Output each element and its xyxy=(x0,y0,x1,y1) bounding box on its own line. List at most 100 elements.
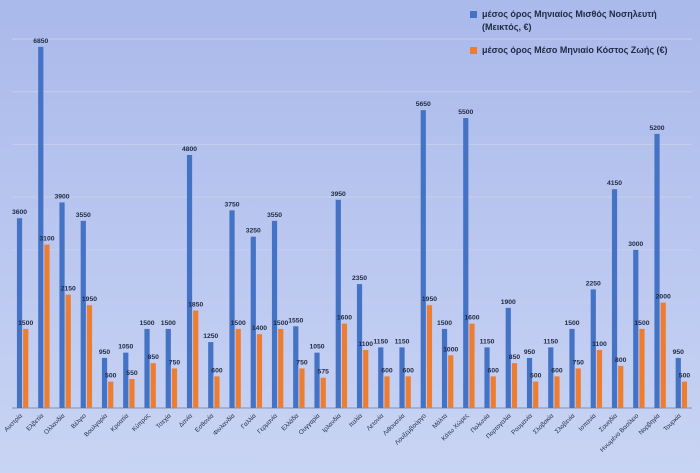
data-label: 950 xyxy=(99,349,111,356)
data-label: 5500 xyxy=(458,109,473,116)
data-label: 3550 xyxy=(267,212,282,219)
x-tick-label: Κροατία xyxy=(109,412,131,434)
bar-salary xyxy=(590,289,596,408)
data-label: 3600 xyxy=(12,209,27,216)
bar-salary xyxy=(654,133,660,408)
data-label: 750 xyxy=(296,359,308,366)
bar-cost xyxy=(681,381,688,408)
x-tick-label: Γερμανία xyxy=(255,412,279,436)
bar-cost xyxy=(171,368,178,408)
data-label: 1150 xyxy=(373,338,388,345)
data-label: 4800 xyxy=(182,146,197,153)
data-label: 1850 xyxy=(188,301,203,308)
data-label: 2000 xyxy=(656,294,671,301)
data-label: 1500 xyxy=(18,320,33,327)
data-label: 500 xyxy=(530,373,542,380)
bar-salary xyxy=(505,307,511,408)
x-tick-label: Τσεχία xyxy=(154,412,173,431)
bar-cost xyxy=(65,294,71,408)
bar-salary xyxy=(399,347,405,408)
x-tick-label: Ουγγαρία xyxy=(297,412,322,437)
data-label: 600 xyxy=(403,367,415,374)
bar-salary xyxy=(101,357,108,408)
bar-cost xyxy=(533,381,539,408)
legend-item-salary: μέσος όρος Μηνιαίος Μισθός Νοσηλευτή (Με… xyxy=(470,8,696,34)
bar-salary xyxy=(463,118,469,409)
data-label: 1100 xyxy=(358,341,373,348)
bar-salary xyxy=(293,326,299,408)
bar-salary xyxy=(208,342,214,408)
data-label: 1600 xyxy=(337,315,352,322)
data-label: 5200 xyxy=(649,125,664,132)
data-label: 2250 xyxy=(586,280,601,287)
data-label: 950 xyxy=(673,349,685,356)
x-tick-label: Τουρκία xyxy=(662,412,683,433)
data-label: 1050 xyxy=(118,344,133,351)
bar-salary xyxy=(569,328,575,408)
bar-salary xyxy=(186,154,193,408)
bar-cost xyxy=(320,377,326,408)
x-tick-label: Δανία xyxy=(177,412,194,429)
x-tick-label: Αυστρία xyxy=(2,412,24,434)
bar-cost xyxy=(341,323,348,408)
data-label: 3000 xyxy=(628,241,643,248)
bar-cost xyxy=(490,376,496,408)
data-label: 1000 xyxy=(443,346,458,353)
bar-salary xyxy=(38,46,44,409)
bar-cost xyxy=(384,376,390,408)
x-tick-label: Μάλτα xyxy=(431,412,450,431)
data-label: 3550 xyxy=(76,212,91,219)
x-tick-label: Βουλγαρία xyxy=(82,412,109,439)
bar-cost xyxy=(150,363,156,408)
data-label: 1400 xyxy=(252,325,267,332)
x-tick-label: Ελλάδα xyxy=(280,412,301,433)
data-label: 1250 xyxy=(203,333,218,340)
x-tick-label: Ισπανία xyxy=(577,412,598,433)
bar-cost xyxy=(596,350,603,408)
bar-cost xyxy=(469,323,475,408)
bar-cost xyxy=(448,355,454,408)
data-label: 1150 xyxy=(480,338,495,345)
data-label: 1050 xyxy=(309,344,324,351)
data-label: 3250 xyxy=(246,228,261,235)
data-label: 1500 xyxy=(634,320,649,327)
bar-salary xyxy=(229,210,235,408)
data-label: 1900 xyxy=(501,299,516,306)
data-label: 3100 xyxy=(39,236,54,243)
bar-salary xyxy=(356,284,363,408)
legend: μέσος όρος Μηνιαίος Μισθός Νοσηλευτή (Με… xyxy=(470,8,696,67)
bar-cost xyxy=(363,350,369,408)
bar-cost xyxy=(256,334,263,408)
data-label: 5650 xyxy=(416,101,431,108)
bar-cost xyxy=(618,365,624,408)
x-tick-label: Ιταλία xyxy=(347,412,364,429)
data-label: 575 xyxy=(318,369,330,376)
data-label: 6850 xyxy=(33,38,48,45)
bar-cost xyxy=(129,379,135,408)
bar-salary xyxy=(441,328,448,408)
data-label: 2350 xyxy=(352,275,367,282)
bar-cost xyxy=(405,376,411,408)
bar-cost xyxy=(214,376,220,408)
bar-cost xyxy=(23,328,29,408)
bar-salary xyxy=(420,110,426,409)
bar-cost xyxy=(660,302,666,408)
x-tick-label: Ελβετία xyxy=(25,412,46,433)
x-tick-label: Ολλανδία xyxy=(42,412,67,437)
bar-cost xyxy=(299,368,305,408)
bar-salary xyxy=(611,189,618,408)
x-tick-label: Σλοβακία xyxy=(531,412,555,436)
data-label: 1150 xyxy=(543,338,558,345)
data-label: 1950 xyxy=(422,296,437,303)
data-label: 1550 xyxy=(288,317,303,324)
bar-salary xyxy=(484,347,490,408)
bar-cost xyxy=(86,305,93,408)
bar-salary xyxy=(16,218,23,408)
data-label: 1600 xyxy=(464,315,479,322)
data-label: 4150 xyxy=(607,180,622,187)
bar-cost xyxy=(639,328,645,408)
data-label: 950 xyxy=(524,349,536,356)
x-tick-label: Ρουμανία xyxy=(510,412,535,437)
bar-salary xyxy=(378,347,384,408)
